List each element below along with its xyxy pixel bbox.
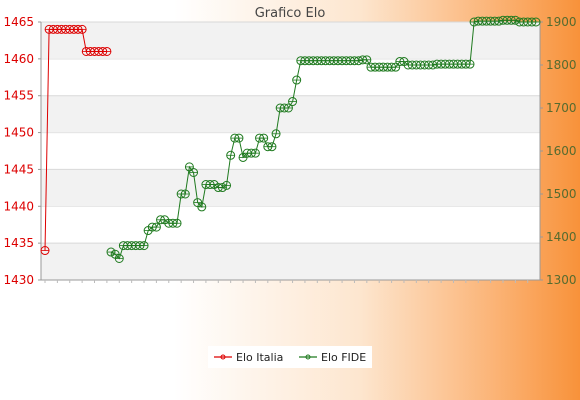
right-tick-label: 1600	[546, 144, 577, 158]
left-tick-label: 1465	[3, 15, 34, 29]
legend-italia-label: Elo Italia	[236, 351, 283, 364]
chart-title: Grafico Elo	[255, 6, 326, 21]
left-tick-label: 1455	[3, 89, 34, 103]
right-tick-label: 1400	[546, 230, 577, 244]
right-tick-label: 1700	[546, 101, 577, 115]
legend-box	[208, 346, 372, 368]
right-tick-label: 1800	[546, 58, 577, 72]
plot-area: 1430 1435 1440 1445 1450 1455 1460 1465 1300 1400…	[3, 15, 576, 287]
plot-background	[41, 22, 540, 280]
right-tick-label: 1900	[546, 15, 577, 29]
left-tick-label: 1440	[3, 199, 34, 213]
legend-fide-marker	[305, 354, 311, 360]
grid-band	[41, 243, 540, 280]
right-tick-label: 1500	[546, 187, 577, 201]
legend-fide-label: Elo FIDE	[321, 351, 366, 364]
left-tick-label: 1445	[3, 162, 34, 176]
grid-band	[41, 169, 540, 207]
left-tick-label: 1460	[3, 52, 34, 66]
left-tick-label: 1435	[3, 236, 34, 250]
right-tick-label: 1300	[546, 273, 577, 287]
legend: Elo Italia Elo FIDE	[208, 346, 372, 368]
left-tick-label: 1430	[3, 273, 34, 287]
left-tick-label: 1450	[3, 126, 34, 140]
grid-band	[41, 22, 540, 59]
legend-italia-marker	[220, 354, 226, 360]
